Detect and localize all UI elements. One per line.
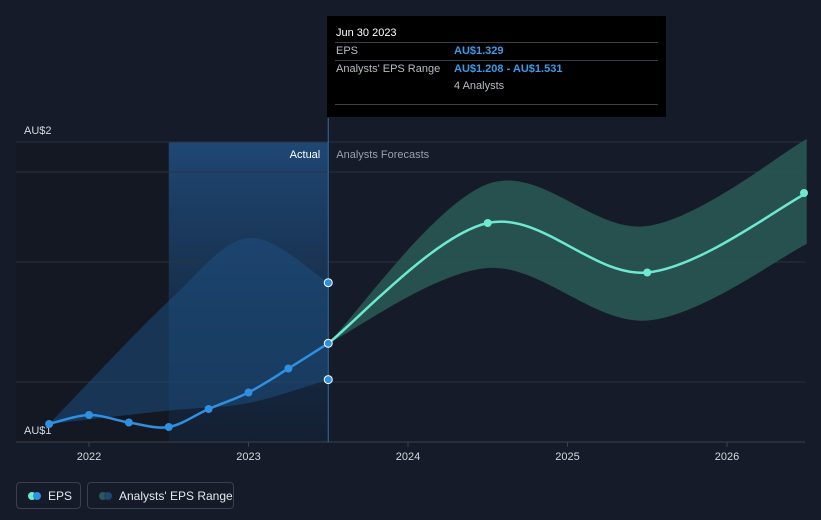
tooltip-divider (335, 104, 658, 105)
x-tick-label: 2026 (715, 451, 739, 463)
actual-label: Actual (290, 149, 321, 161)
y-tick-label: AU$2 (24, 125, 52, 137)
eps-point (124, 418, 133, 427)
eps-point (45, 420, 54, 428)
forecast-point (483, 219, 492, 227)
eps-point (244, 388, 253, 397)
tooltip-eps-value: AU$1.329 (454, 45, 504, 57)
tooltip-row-eps: EPS AU$1.329 (335, 42, 658, 60)
forecast-point (643, 268, 652, 277)
range-end-point (323, 278, 333, 288)
tooltip-row-analysts: 4 Analysts (335, 78, 658, 95)
tooltip-analysts-value: 4 Analysts (454, 80, 505, 92)
eps-point (204, 405, 213, 413)
forecast-range-area (328, 139, 807, 344)
x-tick-label: 2024 (396, 451, 420, 463)
eps-point (164, 423, 173, 431)
actual-range-area (49, 237, 329, 424)
tooltip: Jun 30 2023 EPS AU$1.329 Analysts' EPS R… (327, 16, 666, 117)
tooltip-row-range: Analysts' EPS Range AU$1.208 - AU$1.531 (335, 60, 658, 78)
x-tick-label: 2023 (236, 451, 260, 463)
tooltip-range-label: Analysts' EPS Range (336, 63, 441, 75)
eps-point (85, 411, 93, 419)
range-end-point (323, 375, 333, 385)
tooltip-date: Jun 30 2023 (336, 27, 397, 39)
eps-current-point (323, 338, 333, 348)
eps-forecast-line (327, 191, 808, 345)
y-tick-label: AU$1 (24, 425, 52, 437)
legend-range-button[interactable]: Analysts' EPS Range (87, 482, 234, 509)
eps-point (284, 364, 293, 373)
forecast-label: Analysts Forecasts (336, 149, 429, 161)
legend-eps-button[interactable]: EPS (16, 482, 81, 509)
tooltip-range-value: AU$1.208 - AU$1.531 (454, 63, 563, 75)
x-tick-label: 2025 (555, 451, 579, 463)
tooltip-analysts-label (335, 78, 454, 95)
tooltip-eps-label: EPS (336, 45, 359, 57)
range-legend-icon (99, 491, 112, 500)
forecast-point (800, 189, 808, 197)
legend-range-label: Analysts' EPS Range (119, 488, 233, 503)
legend-eps-label: EPS (48, 488, 73, 503)
eps-legend-icon (28, 491, 41, 500)
x-tick-label: 2022 (77, 451, 101, 463)
